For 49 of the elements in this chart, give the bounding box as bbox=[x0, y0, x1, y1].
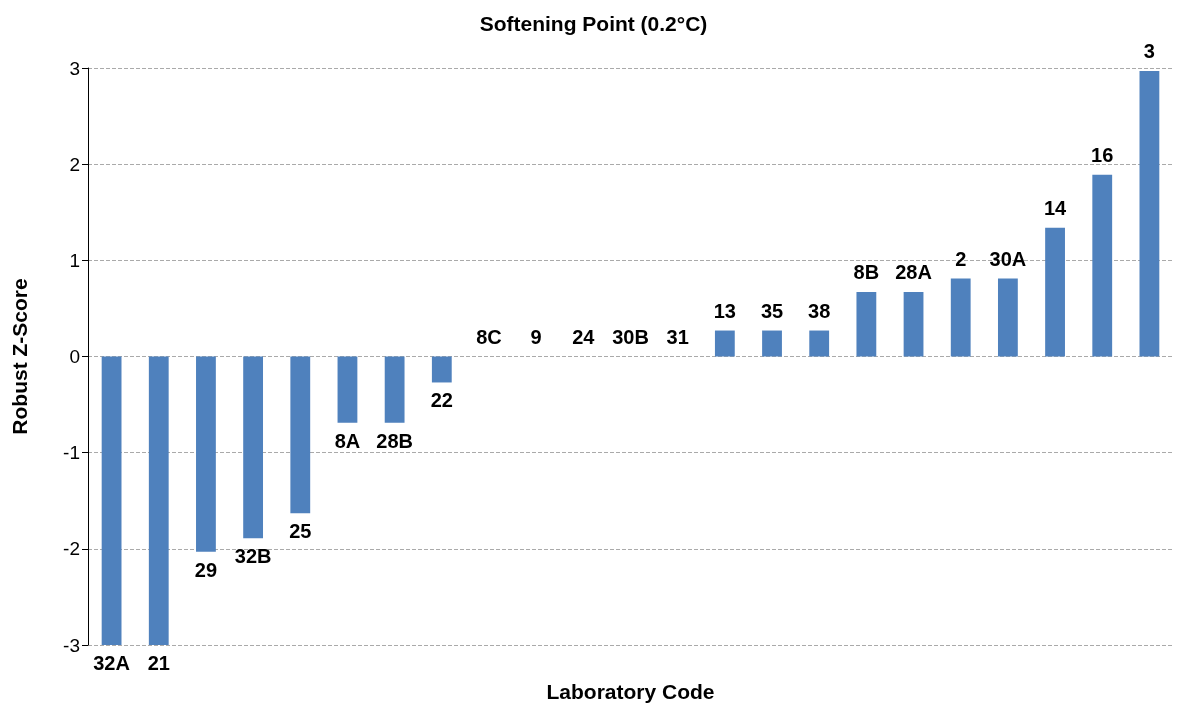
x-tick-label: 22 bbox=[430, 389, 453, 412]
bar bbox=[1139, 70, 1160, 357]
x-tick-label: 29 bbox=[194, 558, 218, 581]
bar bbox=[903, 292, 924, 357]
bar bbox=[997, 278, 1018, 357]
x-tick-label: 8C bbox=[476, 325, 502, 348]
x-tick-label: 14 bbox=[1043, 196, 1068, 219]
x-tick-label: 35 bbox=[760, 299, 784, 322]
y-axis-title: Robust Z-Score bbox=[8, 278, 31, 435]
bar bbox=[856, 292, 877, 357]
x-tick-label: 13 bbox=[713, 299, 736, 322]
x-tick-label: 30B bbox=[612, 325, 649, 348]
x-tick-label: 16 bbox=[1091, 143, 1114, 166]
bar bbox=[1092, 174, 1113, 357]
y-tick-label: 2 bbox=[69, 153, 80, 175]
bar bbox=[762, 330, 782, 357]
x-tick-label: 31 bbox=[666, 325, 689, 348]
x-axis-title: Laboratory Code bbox=[546, 680, 715, 703]
x-tick-label: 28A bbox=[895, 261, 932, 284]
bar bbox=[196, 356, 216, 552]
bar bbox=[809, 330, 830, 357]
x-tick-label: 32B bbox=[234, 545, 272, 568]
y-tick-label: -2 bbox=[63, 538, 80, 560]
bar bbox=[1045, 227, 1065, 357]
bar bbox=[148, 356, 169, 645]
y-tick-label: 3 bbox=[69, 57, 80, 79]
x-tick-label: 38 bbox=[808, 299, 831, 322]
y-tick-label: -3 bbox=[63, 634, 80, 656]
bar bbox=[337, 356, 358, 423]
y-tick-label: -1 bbox=[63, 442, 80, 464]
x-tick-label: 9 bbox=[530, 325, 542, 348]
bar bbox=[384, 356, 405, 423]
x-tick-label: 30A bbox=[989, 247, 1027, 270]
bar bbox=[950, 278, 971, 357]
bar bbox=[290, 356, 311, 514]
x-tick-label: 25 bbox=[289, 520, 312, 543]
bar bbox=[431, 356, 452, 383]
x-tick-label: 24 bbox=[572, 325, 596, 348]
x-tick-label: 8A bbox=[334, 429, 361, 452]
x-tick-label: 28B bbox=[376, 429, 413, 452]
x-tick-label: 8B bbox=[853, 261, 880, 284]
bar bbox=[243, 356, 264, 539]
x-tick-label: 32A bbox=[93, 652, 130, 674]
bar bbox=[714, 330, 735, 357]
chart-title: Softening Point (0.2°C) bbox=[479, 12, 708, 35]
x-tick-label: 21 bbox=[147, 652, 170, 674]
y-tick-label: 0 bbox=[69, 346, 80, 367]
bar bbox=[101, 356, 122, 645]
y-tick-label: 1 bbox=[69, 249, 80, 271]
